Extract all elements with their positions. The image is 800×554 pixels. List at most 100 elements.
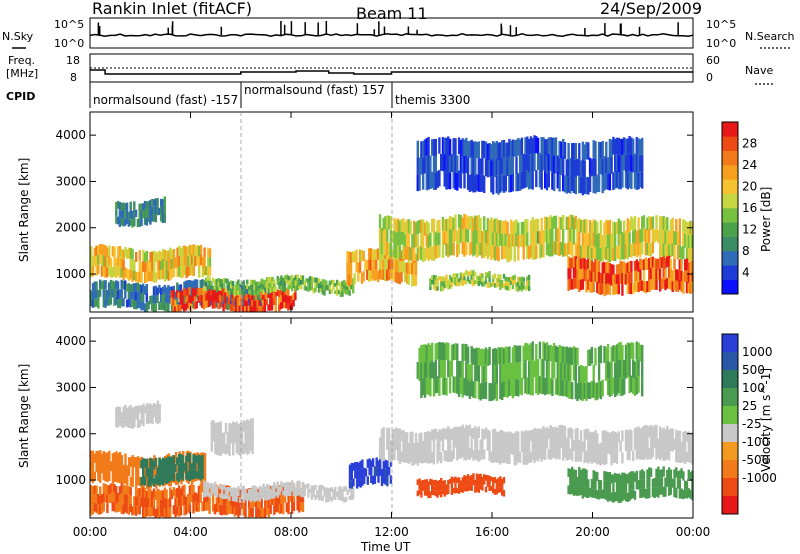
data-cell [138,458,142,468]
data-cell [518,281,522,286]
data-cell [463,213,466,229]
data-cell [93,290,96,299]
data-cell [501,140,504,158]
data-cell [615,246,619,259]
data-cell [334,491,337,496]
data-cell [217,289,220,297]
data-cell [420,362,423,381]
data-cell [195,279,199,289]
data-cell [308,489,312,494]
data-cell [545,427,549,438]
data-cell [617,264,620,275]
data-cell [687,469,690,479]
data-cell [691,443,694,455]
data-cell [560,242,563,255]
data-cell [133,291,136,301]
data-cell [436,277,439,282]
data-cell [118,494,122,504]
data-cell [623,481,626,491]
data-cell [247,497,251,508]
data-cell [551,362,554,380]
data-cell [253,497,256,508]
data-cell [263,292,267,299]
data-cell [301,275,305,280]
data-cell [459,447,463,459]
data-cell [118,256,122,268]
data-cell [585,141,588,160]
data-cell [565,216,568,230]
data-cell [441,489,445,494]
data-cell [610,274,613,286]
data-cell [538,170,542,188]
data-cell [115,461,118,472]
data-cell [450,217,454,230]
data-cell [649,467,653,477]
data-cell [689,472,692,481]
data-cell [104,245,107,257]
data-cell [441,281,445,287]
data-cell [109,483,113,494]
data-cell [156,287,159,296]
data-cell [418,246,421,260]
data-cell [535,170,538,188]
data-cell [161,302,165,310]
data-cell [655,436,658,448]
data-cell [592,282,595,293]
noise-search-label: N.Search [745,30,795,43]
data-cell [459,486,463,492]
data-cell [109,493,113,504]
data-cell [404,234,407,248]
data-cell [133,413,136,421]
data-cell [116,200,120,209]
data-cell [474,479,477,487]
data-cell [192,299,195,309]
data-cell [120,493,123,504]
data-cell [632,155,635,173]
data-cell [210,285,213,290]
data-cell [490,176,493,193]
data-cell [219,278,222,283]
data-cell [492,487,495,494]
data-cell [163,214,166,223]
data-cell [200,288,204,295]
data-cell [413,247,416,261]
data-cell [544,139,547,156]
data-cell [578,143,581,160]
data-cell [572,363,576,381]
data-cell [646,230,649,243]
data-cell [524,232,527,247]
data-cell [470,156,473,174]
data-cell [518,277,522,282]
data-cell [486,429,489,441]
data-cell [261,305,265,312]
data-cell [553,343,556,361]
data-cell [380,259,383,270]
data-cell [579,258,583,269]
data-cell [129,457,133,467]
data-cell [553,216,556,229]
data-cell [165,260,168,270]
noise-spikes [97,20,679,35]
data-cell [576,245,579,259]
data-cell [256,281,260,287]
data-cell [280,280,283,286]
data-cell [651,436,655,447]
date-title: 24/Sep/2009 [600,0,702,18]
data-cell [628,429,631,440]
data-cell [540,450,543,462]
data-cell [213,279,217,283]
data-cell [186,301,189,309]
data-cell [596,472,599,482]
data-cell [282,287,285,292]
data-cell [163,458,166,467]
data-cell [493,232,497,247]
data-cell [658,243,662,258]
data-cell [511,381,515,399]
data-cell [190,492,193,502]
data-cell [542,230,545,244]
data-cell [502,364,506,381]
data-cell [339,282,342,288]
data-cell [445,489,448,495]
data-cell [486,245,489,260]
